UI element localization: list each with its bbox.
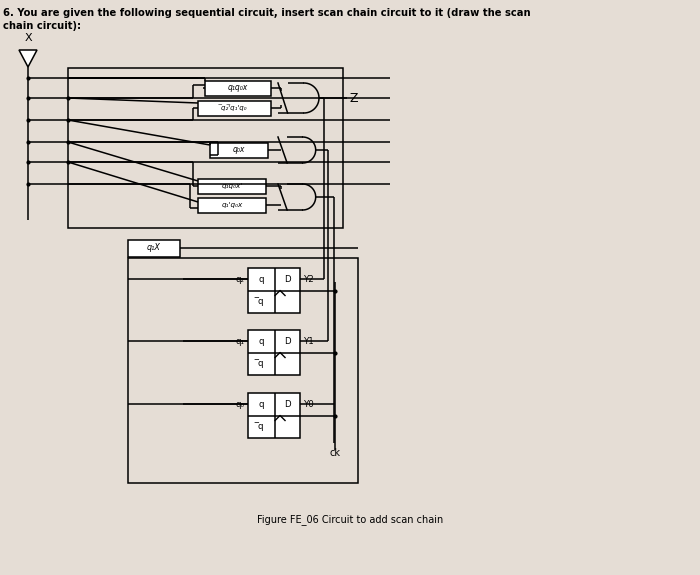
Text: q₁'q₀x: q₁'q₀x bbox=[221, 202, 243, 208]
Bar bbox=[248, 268, 300, 313]
Bar bbox=[128, 240, 180, 256]
Text: Figure FE_06 Circuit to add scan chain: Figure FE_06 Circuit to add scan chain bbox=[257, 515, 443, 526]
Bar bbox=[248, 393, 300, 438]
Bar bbox=[68, 68, 343, 228]
Bar bbox=[198, 101, 271, 116]
Text: q₁q₀x': q₁q₀x' bbox=[221, 183, 243, 189]
Bar bbox=[205, 81, 271, 95]
Text: q₁X: q₁X bbox=[147, 243, 161, 252]
Bar bbox=[198, 197, 266, 213]
Polygon shape bbox=[19, 50, 37, 67]
Text: q: q bbox=[259, 337, 265, 346]
Bar bbox=[210, 143, 268, 158]
Text: Z: Z bbox=[349, 91, 358, 105]
Text: X: X bbox=[25, 33, 32, 43]
Text: Y0: Y0 bbox=[304, 400, 315, 409]
Text: q₀x: q₀x bbox=[233, 145, 245, 155]
Text: q: q bbox=[259, 275, 265, 283]
Bar bbox=[128, 258, 358, 483]
Bar bbox=[198, 178, 266, 194]
Text: D: D bbox=[284, 337, 290, 346]
Text: chain circuit):: chain circuit): bbox=[3, 21, 81, 31]
Text: ck: ck bbox=[330, 448, 340, 458]
Text: q₁q₀x: q₁q₀x bbox=[228, 83, 248, 93]
Text: D: D bbox=[284, 275, 290, 283]
Text: ̅q: ̅q bbox=[259, 422, 265, 431]
Text: ̅q: ̅q bbox=[259, 359, 265, 368]
Text: q₁: q₁ bbox=[235, 337, 244, 346]
Bar bbox=[248, 330, 300, 375]
Text: q₀: q₀ bbox=[235, 400, 244, 409]
Text: 6. You are given the following sequential circuit, insert scan chain circuit to : 6. You are given the following sequentia… bbox=[3, 8, 531, 18]
Text: D: D bbox=[284, 400, 290, 409]
Text: q: q bbox=[259, 400, 265, 409]
Text: ̅q₂'̅q₁'q₀: ̅q₂'̅q₁'q₀ bbox=[222, 105, 247, 112]
Text: Y2: Y2 bbox=[304, 275, 315, 283]
Text: Y1: Y1 bbox=[304, 337, 315, 346]
Text: ̅q: ̅q bbox=[259, 297, 265, 306]
Text: q₂: q₂ bbox=[235, 275, 244, 283]
